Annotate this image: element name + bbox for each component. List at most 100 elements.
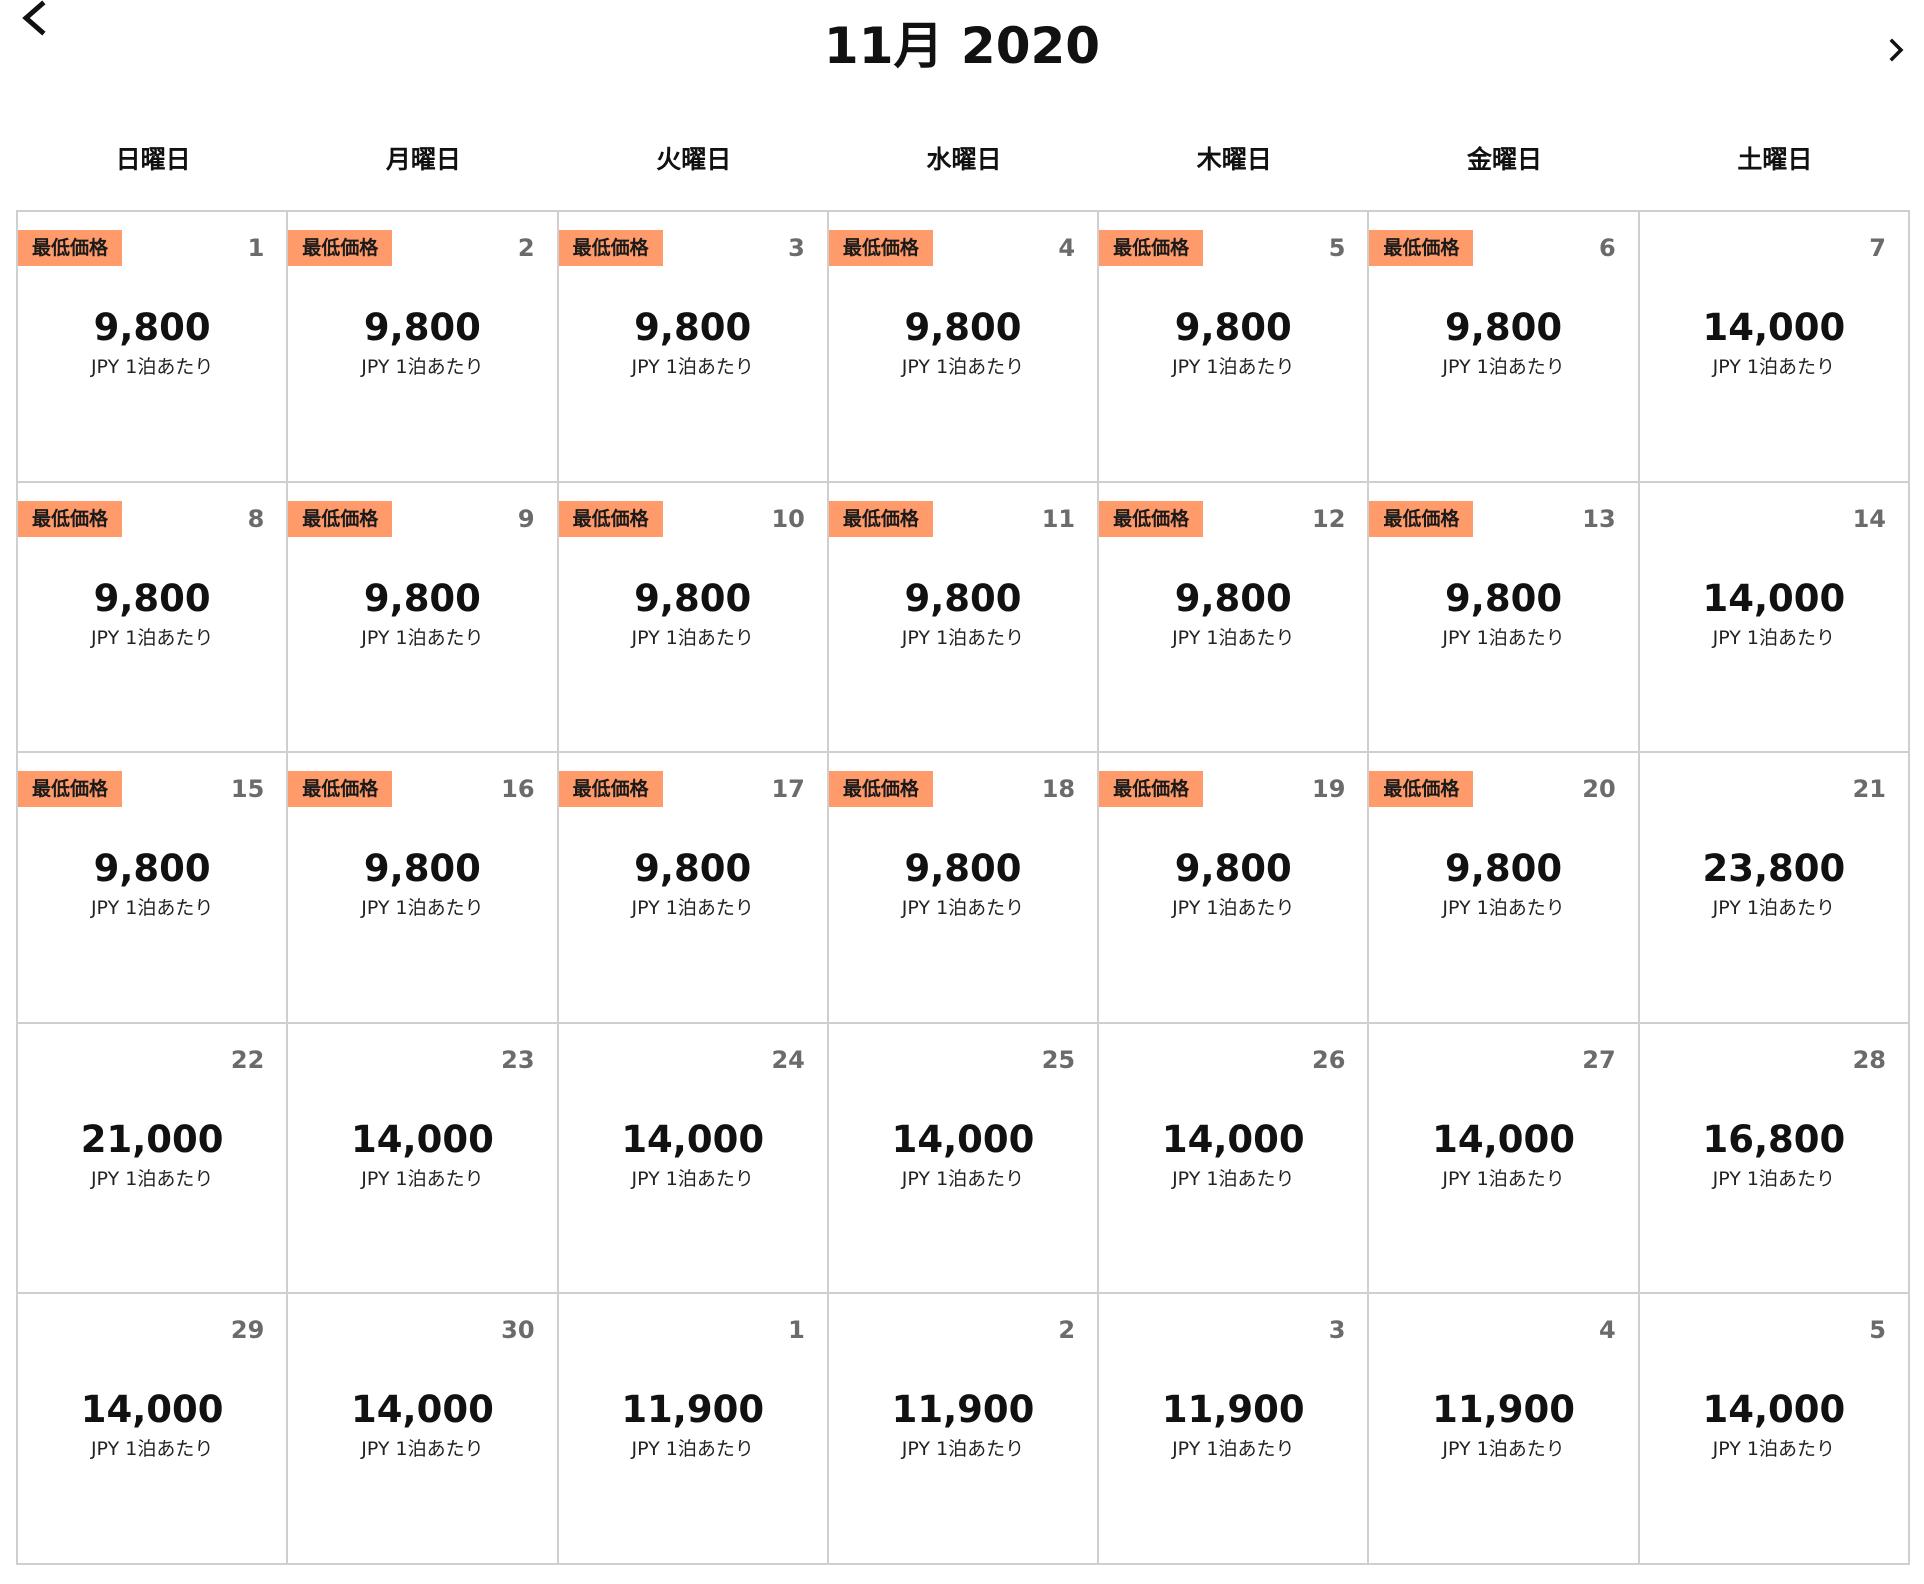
lowest-price-badge: 最低価格 (288, 230, 393, 266)
nightly-price: 16,800 (1702, 1117, 1846, 1161)
next-month-button[interactable] (1880, 32, 1912, 68)
nightly-price: 14,000 (1432, 1117, 1575, 1161)
price-unit-label: JPY 1泊あたり (1172, 356, 1295, 378)
price-unit-label: JPY 1泊あたり (631, 626, 754, 649)
weekday-label: 火曜日 (656, 145, 732, 174)
nightly-price: 9,800 (1445, 306, 1563, 349)
lowest-price-badge: 最低価格 (18, 771, 123, 808)
day-number: 1 (788, 1316, 805, 1345)
day-number: 30 (501, 1316, 535, 1345)
day-number: 3 (1328, 1316, 1346, 1345)
day-cell[interactable]: 最低価格 15 9,800 JPY 1泊あたり (18, 753, 289, 1024)
day-cell[interactable]: 27 14,000 JPY 1泊あたり (1369, 1023, 1640, 1295)
nightly-price: 14,000 (891, 1117, 1035, 1161)
lowest-price-badge: 最低価格 (1369, 771, 1474, 808)
day-cell[interactable]: 23 14,000 JPY 1泊あたり (288, 1023, 559, 1295)
day-cell[interactable]: 21 23,800 JPY 1泊あたり (1639, 753, 1910, 1024)
nightly-price: 9,800 (904, 847, 1022, 891)
day-number: 5 (1328, 234, 1346, 262)
price-unit-label: JPY 1泊あたり (1442, 1167, 1565, 1190)
day-cell[interactable]: 最低価格 19 9,800 JPY 1泊あたり (1099, 753, 1370, 1024)
price-unit-label: JPY 1泊あたり (361, 1167, 484, 1190)
lowest-price-badge: 最低価格 (828, 500, 933, 537)
day-cell[interactable]: 最低価格 17 9,800 JPY 1泊あたり (558, 753, 829, 1024)
day-cell[interactable]: 2 11,900 JPY 1泊あたり (828, 1294, 1100, 1565)
day-cell[interactable]: 最低価格 2 9,800 JPY 1泊あたり (288, 212, 559, 483)
day-cell[interactable]: 最低価格 10 9,800 JPY 1泊あたり (558, 482, 829, 754)
day-cell[interactable]: 最低価格 11 9,800 JPY 1泊あたり (828, 482, 1100, 754)
day-cell[interactable]: 28 16,800 JPY 1泊あたり (1639, 1023, 1910, 1295)
lowest-price-badge: 最低価格 (1099, 771, 1204, 808)
nightly-price: 11,900 (891, 1388, 1035, 1432)
day-cell[interactable]: 5 14,000 JPY 1泊あたり (1639, 1294, 1910, 1565)
weekday-label: 金曜日 (1467, 145, 1543, 174)
day-cell[interactable]: 7 14,000 JPY 1泊あたり (1639, 212, 1910, 483)
nightly-price: 9,800 (93, 576, 211, 620)
day-number: 29 (230, 1316, 265, 1345)
day-number: 9 (517, 504, 535, 533)
nightly-price: 9,800 (93, 306, 211, 349)
price-unit-label: JPY 1泊あたり (901, 1438, 1025, 1461)
day-cell[interactable]: 最低価格 12 9,800 JPY 1泊あたり (1099, 482, 1370, 754)
day-number: 5 (1869, 1316, 1886, 1345)
nightly-price: 9,800 (904, 306, 1022, 349)
nightly-price: 14,000 (351, 1117, 494, 1161)
previous-month-button[interactable] (20, 0, 70, 44)
day-cell[interactable]: 最低価格 5 9,800 JPY 1泊あたり (1099, 212, 1370, 483)
price-unit-label: JPY 1泊あたり (631, 897, 754, 920)
nightly-price: 9,800 (904, 576, 1022, 620)
day-number: 14 (1852, 504, 1886, 533)
day-cell[interactable]: 最低価格 9 9,800 JPY 1泊あたり (288, 482, 559, 754)
lowest-price-badge: 最低価格 (1369, 500, 1474, 537)
nightly-price: 9,800 (1174, 576, 1292, 620)
day-cell[interactable]: 最低価格 6 9,800 JPY 1泊あたり (1369, 212, 1640, 483)
price-unit-label: JPY 1泊あたり (1712, 897, 1836, 920)
day-number: 21 (1852, 775, 1886, 804)
weekday-label: 木曜日 (1196, 145, 1272, 174)
nightly-price: 23,800 (1702, 847, 1846, 891)
day-number: 2 (1058, 1316, 1076, 1345)
price-unit-label: JPY 1泊あたり (90, 897, 214, 920)
price-unit-label: JPY 1泊あたり (1712, 1438, 1836, 1461)
price-unit-label: JPY 1泊あたり (631, 1438, 754, 1461)
day-cell[interactable]: 最低価格 20 9,800 JPY 1泊あたり (1369, 753, 1640, 1024)
day-cell[interactable]: 26 14,000 JPY 1泊あたり (1099, 1023, 1370, 1295)
price-unit-label: JPY 1泊あたり (361, 1438, 484, 1461)
day-cell[interactable]: 25 14,000 JPY 1泊あたり (828, 1023, 1100, 1295)
day-cell[interactable]: 最低価格 13 9,800 JPY 1泊あたり (1369, 482, 1640, 754)
price-unit-label: JPY 1泊あたり (361, 897, 484, 920)
lowest-price-badge: 最低価格 (1369, 230, 1474, 266)
nightly-price: 9,800 (363, 576, 481, 620)
price-unit-label: JPY 1泊あたり (901, 897, 1025, 920)
day-cell[interactable]: 4 11,900 JPY 1泊あたり (1369, 1294, 1640, 1565)
day-number: 25 (1041, 1045, 1076, 1074)
day-cell[interactable]: 3 11,900 JPY 1泊あたり (1099, 1294, 1370, 1565)
day-number: 11 (1041, 504, 1076, 533)
nightly-price: 11,900 (621, 1388, 765, 1432)
day-cell[interactable]: 24 14,000 JPY 1泊あたり (558, 1023, 829, 1295)
day-cell[interactable]: 22 21,000 JPY 1泊あたり (18, 1023, 289, 1295)
price-unit-label: JPY 1泊あたり (90, 1167, 214, 1190)
day-number: 7 (1869, 234, 1886, 262)
day-cell[interactable]: 30 14,000 JPY 1泊あたり (288, 1294, 559, 1565)
day-cell[interactable]: 1 11,900 JPY 1泊あたり (558, 1294, 829, 1565)
nightly-price: 9,800 (363, 306, 481, 349)
day-cell[interactable]: 最低価格 4 9,800 JPY 1泊あたり (828, 212, 1100, 483)
day-cell[interactable]: 最低価格 3 9,800 JPY 1泊あたり (558, 212, 829, 483)
nightly-price: 11,900 (1161, 1388, 1305, 1432)
weekday-header-row: 日曜日 月曜日 火曜日 水曜日 木曜日 金曜日 土曜日 (16, 138, 1910, 182)
day-cell[interactable]: 最低価格 18 9,800 JPY 1泊あたり (828, 753, 1100, 1024)
day-number: 15 (230, 775, 265, 804)
weekday-label: 日曜日 (115, 145, 191, 174)
day-cell[interactable]: 最低価格 8 9,800 JPY 1泊あたり (18, 482, 289, 754)
lowest-price-badge: 最低価格 (828, 771, 933, 808)
price-unit-label: JPY 1泊あたり (1172, 1167, 1295, 1190)
day-cell[interactable]: 最低価格 1 9,800 JPY 1泊あたり (18, 212, 289, 483)
chevron-right-icon (1889, 38, 1904, 62)
lowest-price-badge: 最低価格 (558, 771, 663, 808)
day-number: 17 (771, 775, 805, 804)
nightly-price: 9,800 (1174, 847, 1292, 891)
day-cell[interactable]: 29 14,000 JPY 1泊あたり (18, 1294, 289, 1565)
day-cell[interactable]: 14 14,000 JPY 1泊あたり (1639, 482, 1910, 754)
day-cell[interactable]: 最低価格 16 9,800 JPY 1泊あたり (288, 753, 559, 1024)
